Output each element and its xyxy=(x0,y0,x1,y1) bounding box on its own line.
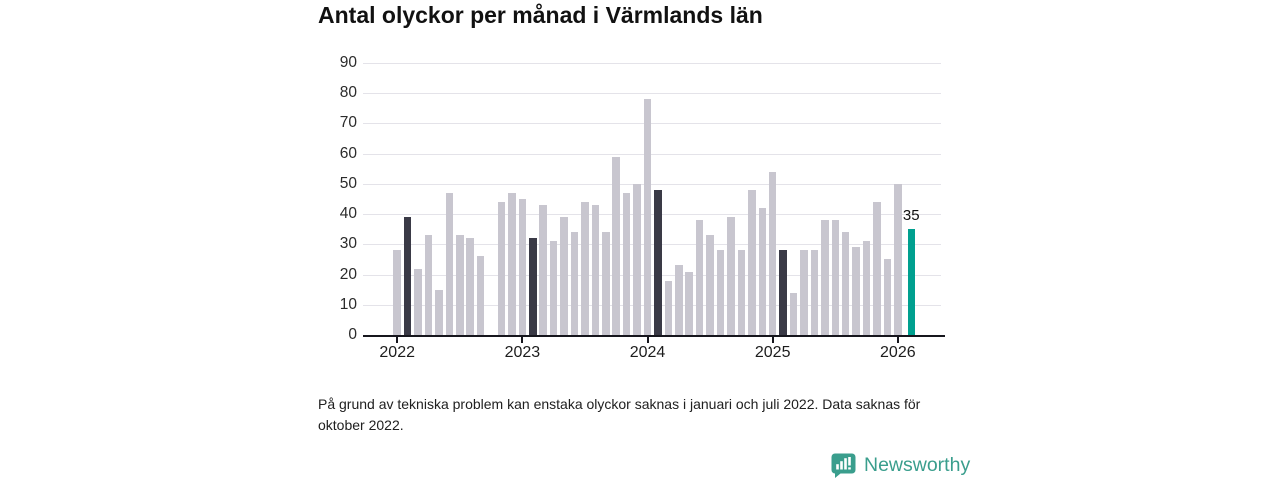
bar-2023-08 xyxy=(591,205,600,335)
x-axis-label-2023: 2023 xyxy=(504,344,541,361)
bar-2022-06 xyxy=(445,192,454,335)
bar-2024-02 xyxy=(654,189,662,335)
bar-2024-03 xyxy=(664,280,673,335)
bar-2023-01 xyxy=(518,199,527,335)
bar-2022-07 xyxy=(456,235,464,335)
x-axis-tick-2024 xyxy=(646,337,649,343)
gridline-y10 xyxy=(363,304,941,306)
bar-2024-01 xyxy=(643,99,652,335)
newsworthy-icon xyxy=(830,452,857,479)
bar-2022-04 xyxy=(424,235,433,335)
gridline-y20 xyxy=(363,274,941,276)
bar-2023-03 xyxy=(539,205,547,335)
gridline-y80 xyxy=(363,93,941,95)
bar-2025-06 xyxy=(821,220,829,335)
y-axis-label: 0 xyxy=(348,326,357,343)
newsworthy-logo: Newsworthy xyxy=(830,451,970,479)
gridline-y30 xyxy=(363,244,941,246)
bar-2023-12 xyxy=(633,183,641,335)
bar-2023-06 xyxy=(570,232,579,335)
bar-2025-09 xyxy=(852,247,860,335)
bar-2024-07 xyxy=(706,235,714,335)
bar-2023-02 xyxy=(529,238,537,335)
bar-2024-12 xyxy=(758,208,766,335)
bar-2026-01 xyxy=(894,183,902,335)
bar-2022-05 xyxy=(435,289,443,335)
y-axis-label: 30 xyxy=(339,235,357,253)
gridline-y70 xyxy=(363,123,941,125)
y-axis-label: 20 xyxy=(339,265,357,283)
x-axis-line xyxy=(363,335,945,337)
x-axis-tick-2025 xyxy=(771,337,774,343)
bar-2025-02 xyxy=(779,250,787,335)
gridline-y40 xyxy=(363,214,941,216)
y-axis-label: 60 xyxy=(339,144,357,162)
bar-2023-07 xyxy=(581,202,589,335)
bar-2024-04 xyxy=(675,265,683,335)
bar-2024-11 xyxy=(748,189,756,335)
x-axis-tick-2022 xyxy=(396,337,399,343)
x-axis-tick-2026 xyxy=(896,337,899,343)
bar-2025-10 xyxy=(862,241,871,335)
bar-2026-02 xyxy=(907,229,916,335)
y-axis-label: 70 xyxy=(339,114,357,132)
bar-2025-12 xyxy=(883,259,892,335)
bar-2022-09 xyxy=(476,256,485,335)
y-axis-label: 90 xyxy=(339,54,357,71)
bar-2023-09 xyxy=(602,232,610,335)
bar-2022-02 xyxy=(403,217,412,335)
bar-2024-09 xyxy=(727,217,735,335)
chart-footnote: På grund av tekniska problem kan enstaka… xyxy=(318,396,921,433)
bar-2022-11 xyxy=(497,202,506,335)
y-axis-label: 10 xyxy=(339,295,357,313)
bar-2025-11 xyxy=(873,202,881,335)
x-axis-label-2022: 2022 xyxy=(379,344,415,361)
bar-2025-08 xyxy=(841,232,850,335)
chart-title: Antal olyckor per månad i Värmlands län xyxy=(318,2,763,28)
gridline-y90 xyxy=(363,63,941,64)
y-axis-label: 80 xyxy=(339,84,357,102)
bar-2023-11 xyxy=(622,192,631,335)
bar-2023-04 xyxy=(549,241,558,335)
gridline-y50 xyxy=(363,183,941,185)
y-axis-label: 50 xyxy=(339,174,357,192)
x-axis-label-2025: 2025 xyxy=(754,344,791,361)
bar-2022-03 xyxy=(414,268,422,335)
bar-2025-01 xyxy=(768,171,777,335)
bar-2022-08 xyxy=(466,238,474,335)
newsworthy-wordmark: Newsworthy xyxy=(864,453,971,476)
x-axis-label-2024: 2024 xyxy=(629,344,666,361)
bar-2025-03 xyxy=(789,292,798,335)
bar-2024-08 xyxy=(716,250,725,335)
bar-2024-05 xyxy=(685,271,693,335)
bar-2024-10 xyxy=(737,250,746,335)
bar-2022-01 xyxy=(393,250,401,335)
bar-2025-04 xyxy=(800,250,808,335)
x-axis-label-2026: 2026 xyxy=(880,344,916,361)
bar-2023-05 xyxy=(560,217,568,335)
gridline-y60 xyxy=(363,153,941,155)
bar-2022-12 xyxy=(508,192,516,335)
bar-2025-05 xyxy=(810,250,819,335)
y-axis-label: 40 xyxy=(339,205,357,223)
x-axis-tick-2023 xyxy=(521,337,524,343)
latest-value-label: 35 xyxy=(902,207,920,225)
bar-2025-07 xyxy=(831,220,839,335)
bar-2023-10 xyxy=(612,156,620,335)
bar-2024-06 xyxy=(695,220,704,335)
